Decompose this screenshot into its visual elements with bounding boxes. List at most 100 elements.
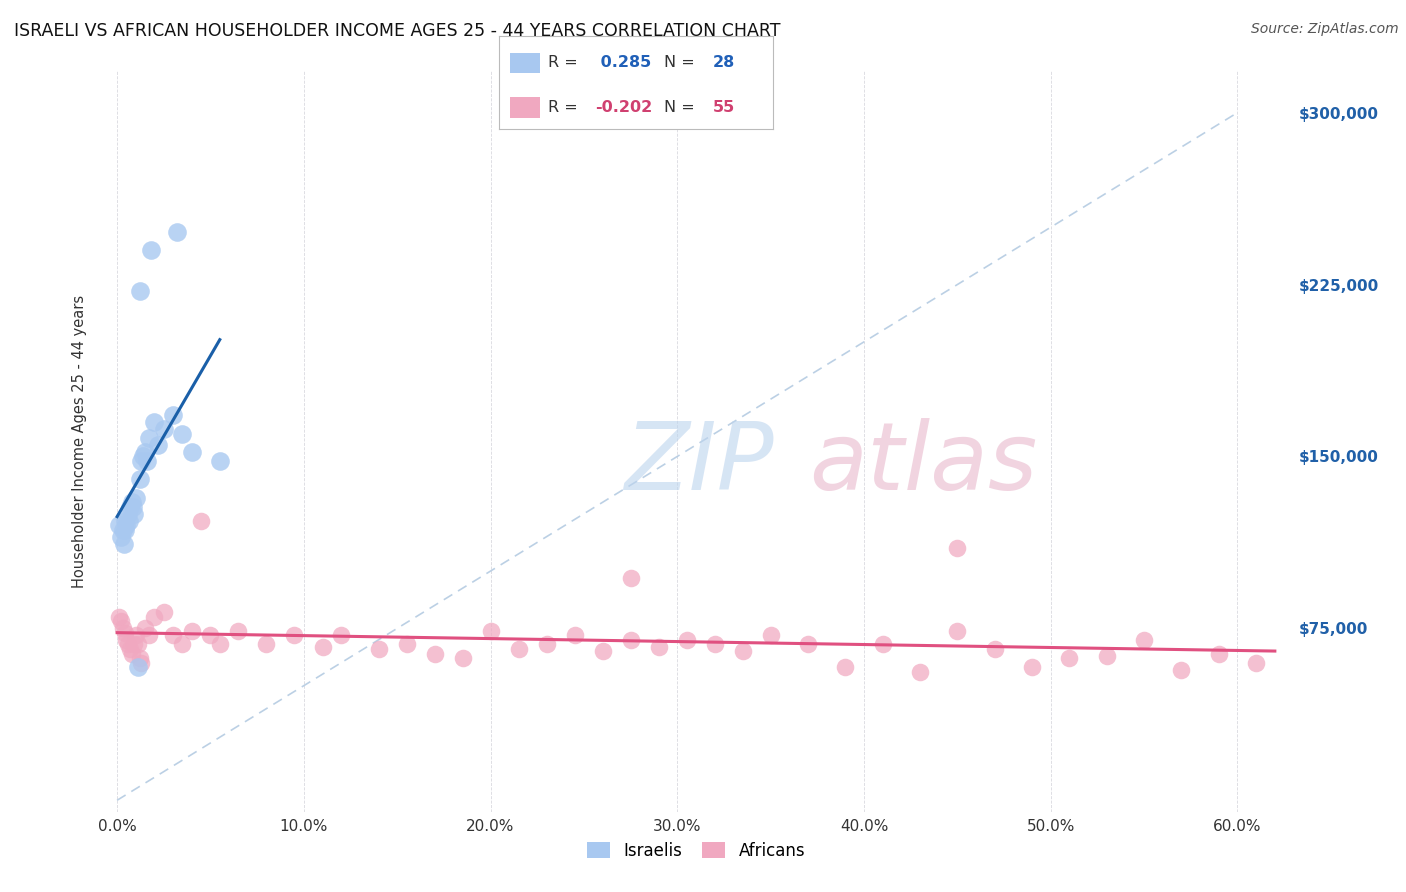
Point (148, 438, 170, 452)
Text: ZIP: ZIP (624, 418, 773, 509)
Point (1208, 647, 1230, 661)
Point (122, 507, 145, 521)
Text: N =: N = (664, 55, 700, 70)
Point (128, 472, 150, 486)
Point (115, 518, 138, 533)
Point (675, 632, 697, 647)
Point (134, 621, 156, 635)
Bar (510, 53, 540, 73)
Point (1133, 632, 1156, 647)
Point (138, 628, 160, 642)
Point (108, 518, 131, 533)
Point (128, 285, 150, 299)
Point (451, 651, 474, 665)
Point (208, 454, 231, 468)
Point (620, 571, 643, 585)
Point (162, 628, 184, 642)
Point (121, 647, 143, 661)
Point (1095, 648, 1118, 663)
Point (256, 637, 278, 651)
Text: ISRAELI VS AFRICAN HOUSEHOLDER INCOME AGES 25 - 44 YEARS CORRELATION CHART: ISRAELI VS AFRICAN HOUSEHOLDER INCOME AG… (14, 22, 780, 40)
Text: R =: R = (548, 55, 583, 70)
Point (330, 628, 353, 642)
Text: 0.285: 0.285 (595, 55, 651, 70)
Bar (510, 97, 540, 118)
Point (117, 507, 139, 521)
Point (111, 523, 134, 537)
Point (127, 637, 149, 651)
Point (143, 610, 166, 624)
Point (139, 243, 162, 257)
Point (172, 637, 194, 651)
Point (128, 651, 150, 665)
Point (120, 500, 142, 514)
Point (479, 624, 502, 638)
Point (114, 626, 136, 640)
Point (946, 541, 969, 555)
Y-axis label: Householder Income Ages 25 - 44 years: Householder Income Ages 25 - 44 years (72, 295, 87, 588)
Point (180, 445, 202, 459)
Point (131, 454, 153, 468)
Point (190, 514, 212, 528)
Point (395, 637, 418, 651)
Point (118, 514, 141, 528)
Point (115, 632, 138, 647)
Point (121, 495, 143, 509)
Text: 28: 28 (713, 55, 735, 70)
Point (797, 637, 820, 651)
Point (117, 637, 139, 651)
Point (125, 491, 148, 505)
Point (134, 445, 156, 459)
Point (110, 615, 132, 629)
Point (508, 642, 530, 657)
Point (180, 624, 202, 638)
Point (111, 621, 134, 635)
Point (1244, 656, 1267, 670)
Point (138, 431, 160, 445)
Point (759, 628, 782, 642)
Point (152, 605, 174, 619)
Point (1021, 660, 1043, 674)
Text: Source: ZipAtlas.com: Source: ZipAtlas.com (1251, 22, 1399, 37)
Point (984, 642, 1007, 657)
Point (283, 628, 305, 642)
Point (127, 660, 149, 674)
Point (122, 500, 145, 514)
Point (946, 624, 969, 638)
Point (703, 637, 725, 651)
Text: R =: R = (548, 100, 583, 115)
Point (872, 637, 894, 651)
Point (536, 637, 558, 651)
Point (114, 523, 136, 537)
Point (120, 642, 142, 657)
Point (166, 225, 188, 239)
Point (908, 665, 931, 679)
Point (152, 422, 174, 436)
Point (1059, 651, 1081, 665)
Point (228, 624, 250, 638)
Point (311, 640, 333, 654)
Text: 55: 55 (713, 100, 735, 115)
Point (731, 644, 754, 658)
Legend: Israelis, Africans: Israelis, Africans (579, 835, 813, 866)
Point (108, 610, 131, 624)
Point (110, 530, 132, 544)
Point (367, 642, 389, 657)
Point (125, 628, 148, 642)
Text: atlas: atlas (810, 418, 1038, 509)
Point (592, 644, 614, 658)
Point (564, 628, 586, 642)
Point (132, 450, 155, 464)
Point (162, 408, 184, 422)
Point (1170, 663, 1192, 677)
Point (172, 426, 194, 441)
Point (143, 415, 166, 429)
Point (122, 637, 145, 651)
Text: N =: N = (664, 100, 700, 115)
Point (208, 637, 231, 651)
Point (620, 632, 643, 647)
Point (131, 656, 153, 670)
Point (834, 660, 856, 674)
Point (114, 514, 136, 528)
Point (647, 640, 669, 654)
